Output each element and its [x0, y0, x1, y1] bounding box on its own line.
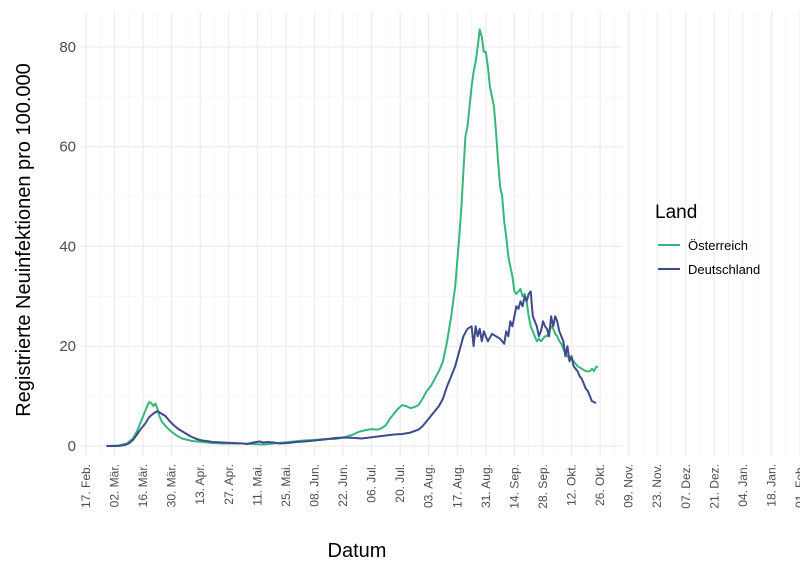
x-tick-label: 27. Apr. — [222, 464, 236, 505]
x-tick-label: 09. Nov. — [622, 464, 636, 508]
x-tick-label: 11. Mai. — [250, 464, 264, 506]
x-tick-label: 17. Feb. — [79, 464, 93, 508]
x-tick-label: 12. Okt. — [565, 464, 579, 506]
x-tick-label: 30. Mär. — [165, 464, 179, 507]
x-tick-label: 16. Mär. — [136, 464, 150, 507]
y-axis-title: Registrierte Neuinfektionen pro 100.000 — [13, 63, 35, 417]
legend-label: Deutschland — [688, 262, 760, 277]
x-tick-label: 21. Dez. — [707, 464, 721, 509]
x-tick-label: 03. Aug. — [422, 464, 436, 508]
x-tick-label: 23. Nov. — [650, 464, 664, 508]
y-tick-labels: 0 20 40 60 80 — [59, 39, 76, 455]
x-tick-label: 07. Dez. — [679, 464, 693, 509]
grid — [80, 12, 800, 456]
x-tick-label: 01. Feb. — [793, 464, 800, 508]
x-tick-label: 22. Jun. — [336, 464, 350, 507]
x-tick-label: 06. Jul. — [365, 464, 379, 503]
legend-title: Land — [655, 202, 697, 223]
x-tick-label: 28. Sep. — [536, 464, 550, 509]
y-tick-label: 0 — [68, 438, 76, 455]
x-tick-label: 17. Aug. — [450, 464, 464, 508]
x-tick-label: 08. Jun. — [307, 464, 321, 507]
legend: Land Österreich Deutschland — [655, 202, 760, 277]
x-tick-label: 25. Mai. — [279, 464, 293, 507]
x-tick-label: 14. Sep. — [507, 464, 521, 509]
x-tick-label: 26. Okt. — [593, 464, 607, 506]
x-tick-labels: 17. Feb. 02. Mär. 16. Mär. 30. Mär. 13. Apr.… — [79, 464, 800, 509]
x-axis-title: Datum — [328, 540, 387, 562]
series-lines — [106, 28, 599, 447]
y-tick-label: 20 — [59, 338, 76, 355]
x-tick-label: 04. Jan. — [736, 464, 750, 507]
x-tick-label: 02. Mär. — [108, 464, 122, 507]
y-tick-label: 80 — [59, 39, 76, 56]
legend-items: Österreich Deutschland — [658, 238, 760, 277]
x-tick-label: 13. Apr. — [193, 464, 207, 505]
series-line-deutschland — [106, 290, 597, 447]
legend-label: Österreich — [688, 238, 748, 253]
y-tick-label: 60 — [59, 139, 76, 156]
y-tick-label: 40 — [59, 238, 76, 255]
x-tick-label: 31. Aug. — [479, 464, 493, 508]
x-tick-label: 18. Jan. — [764, 464, 778, 507]
x-tick-label: 20. Jul. — [393, 464, 407, 503]
